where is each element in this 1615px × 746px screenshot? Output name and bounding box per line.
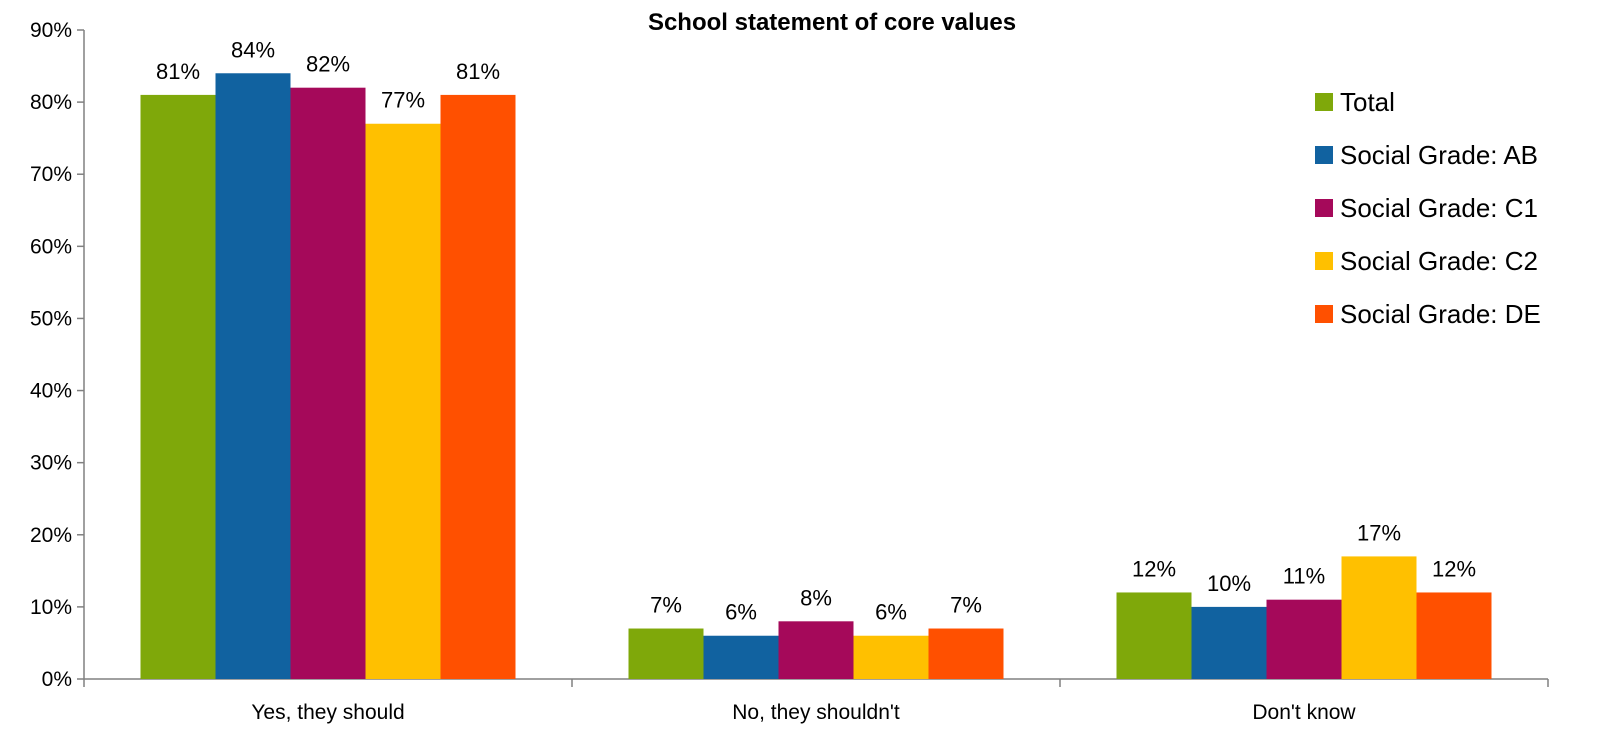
y-tick-label: 20% bbox=[30, 524, 72, 547]
data-label: 12% bbox=[1432, 556, 1476, 581]
legend-label: Social Grade: C1 bbox=[1340, 193, 1538, 223]
data-label: 12% bbox=[1132, 556, 1176, 581]
bar bbox=[853, 635, 929, 679]
data-label: 7% bbox=[650, 593, 682, 618]
y-tick-label: 70% bbox=[30, 163, 72, 186]
legend-label: Social Grade: DE bbox=[1340, 299, 1541, 329]
data-label: 11% bbox=[1283, 564, 1325, 589]
legend-swatch bbox=[1315, 305, 1333, 323]
y-tick-label: 30% bbox=[30, 452, 72, 475]
bar bbox=[703, 635, 779, 679]
y-axis: 0% 10% 20% 30% 40% 50% 60% 70% 80% 90% bbox=[30, 19, 85, 691]
bar bbox=[215, 73, 291, 680]
y-tick-label: 10% bbox=[30, 596, 72, 619]
data-labels: 81% 84% 82% 77% 81% 7% 6% 8% 6% 7% 12% 10% 11% 17% 12% bbox=[156, 37, 1476, 624]
data-label: 7% bbox=[950, 593, 982, 618]
data-label: 10% bbox=[1207, 571, 1251, 596]
bar bbox=[365, 123, 441, 679]
bar bbox=[440, 94, 516, 679]
data-label: 8% bbox=[800, 585, 832, 610]
legend-swatch bbox=[1315, 93, 1333, 111]
y-tick-label: 80% bbox=[30, 91, 72, 114]
bar bbox=[778, 621, 854, 679]
legend-label: Social Grade: C2 bbox=[1340, 246, 1538, 276]
bar bbox=[928, 628, 1004, 679]
y-tick-label: 90% bbox=[30, 19, 72, 42]
bar bbox=[1116, 592, 1192, 679]
bar bbox=[1191, 606, 1267, 679]
legend-swatch bbox=[1315, 146, 1333, 164]
y-tick-label: 40% bbox=[30, 380, 72, 403]
y-tick-label: 0% bbox=[42, 668, 72, 691]
bars bbox=[140, 73, 1492, 680]
legend-label: Social Grade: AB bbox=[1340, 140, 1538, 170]
legend-swatch bbox=[1315, 252, 1333, 270]
x-axis: Yes, they should No, they shouldn't Don't … bbox=[83, 678, 1549, 724]
bar bbox=[1416, 592, 1492, 679]
x-category-label: No, they shouldn't bbox=[732, 701, 900, 724]
x-category-label: Don't know bbox=[1252, 701, 1356, 724]
data-label: 81% bbox=[456, 59, 500, 84]
x-category-label: Yes, they should bbox=[251, 701, 404, 724]
data-label: 77% bbox=[381, 88, 425, 113]
legend-label: Total bbox=[1340, 87, 1395, 117]
y-tick-label: 50% bbox=[30, 307, 72, 330]
data-label: 17% bbox=[1357, 520, 1401, 545]
bar bbox=[1341, 556, 1417, 679]
data-label: 81% bbox=[156, 59, 200, 84]
bar bbox=[628, 628, 704, 679]
legend-swatch bbox=[1315, 199, 1333, 217]
data-label: 6% bbox=[875, 600, 907, 625]
legend: Total Social Grade: AB Social Grade: C1 Soc… bbox=[1315, 87, 1541, 329]
data-label: 82% bbox=[306, 52, 350, 77]
bar bbox=[290, 87, 366, 679]
chart-title: School statement of core values bbox=[648, 9, 1016, 36]
data-label: 6% bbox=[725, 600, 757, 625]
bar bbox=[1266, 599, 1342, 679]
data-label: 84% bbox=[231, 37, 275, 62]
bar bbox=[140, 94, 216, 679]
y-tick-label: 60% bbox=[30, 235, 72, 258]
